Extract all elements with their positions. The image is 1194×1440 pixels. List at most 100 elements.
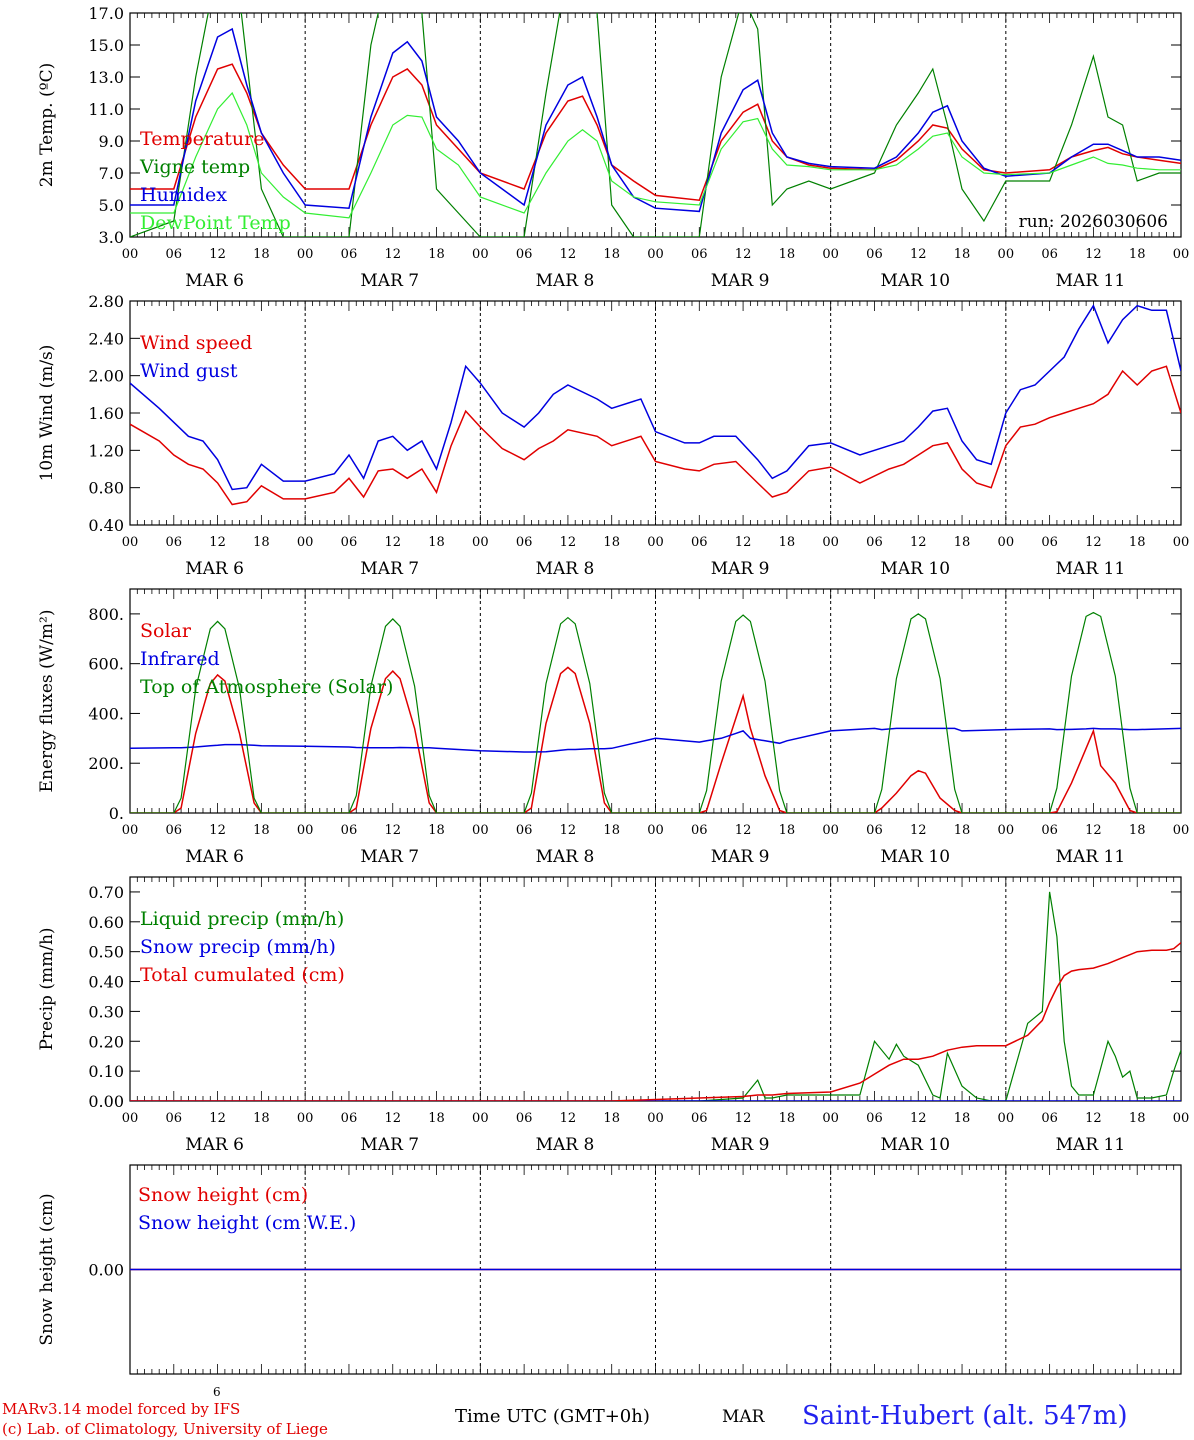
x-tick-label: 00 [998, 1111, 1015, 1126]
x-tick-label: 00 [822, 247, 839, 262]
x-tick-label: 06 [691, 1111, 708, 1126]
day-label: MAR 6 [185, 271, 244, 291]
x-tick-label: 12 [560, 1111, 577, 1126]
day-label: MAR 10 [880, 1135, 950, 1155]
x-tick-label: 12 [735, 247, 752, 262]
x-tick-label: 06 [1041, 535, 1058, 550]
x-tick-label: 12 [560, 247, 577, 262]
series-line-2 [130, 727, 1181, 753]
x-tick-label: 00 [647, 823, 664, 838]
day-label: MAR 7 [360, 271, 419, 291]
y-tick-label: 2.80 [88, 292, 124, 311]
x-tick-label: 06 [516, 535, 533, 550]
x-tick-label: 18 [428, 535, 445, 550]
x-tick-label: 00 [998, 247, 1015, 262]
x-tick-label: 18 [253, 1111, 270, 1126]
credit-line-2: (c) Lab. of Climatology, University of L… [2, 1420, 328, 1438]
x-tick-label: 06 [166, 247, 183, 262]
y-tick-label: 0.40 [88, 973, 124, 992]
day-label: MAR 8 [536, 271, 595, 291]
y-tick-label: 200. [88, 754, 124, 773]
x-tick-label: 12 [384, 1111, 401, 1126]
time-axis-label: Time UTC (GMT+0h) [455, 1406, 650, 1427]
legend-entry: Total cumulated (cm) [140, 964, 345, 986]
x-tick-label: 06 [866, 535, 883, 550]
credit-line-1: MARv3.14 model forced by IFS [2, 1400, 241, 1418]
y-tick-label: 11.0 [88, 100, 124, 119]
footer-superscript: 6 [213, 1385, 221, 1399]
x-tick-label: 00 [472, 823, 489, 838]
x-tick-label: 00 [297, 823, 314, 838]
series-line-1 [130, 63, 1181, 202]
x-tick-label: 06 [1041, 247, 1058, 262]
x-tick-label: 12 [1085, 1111, 1102, 1126]
day-label: MAR 11 [1056, 847, 1126, 867]
y-tick-label: 0.80 [88, 479, 124, 498]
plot-frame [129, 12, 1182, 238]
legend-entry: Top of Atmosphere (Solar) [140, 676, 393, 698]
x-tick-label: 12 [209, 535, 226, 550]
y-tick-label: 0.20 [88, 1032, 124, 1051]
x-tick-label: 12 [735, 823, 752, 838]
run-annotation: run: 2026030606 [1019, 212, 1168, 232]
y-tick-label: 0.60 [88, 913, 124, 932]
x-tick-label: 00 [122, 1111, 139, 1126]
day-label: MAR 9 [711, 271, 770, 291]
y-tick-label: 800. [88, 605, 124, 624]
x-tick-label: 00 [647, 535, 664, 550]
x-tick-label: 00 [122, 247, 139, 262]
x-tick-label: 18 [1129, 823, 1146, 838]
y-tick-label: 1.60 [88, 404, 124, 423]
y-axis-label: Snow height (cm) [37, 1193, 57, 1345]
y-tick-label: 1.20 [88, 441, 124, 460]
legend-entry: Humidex [140, 184, 227, 206]
y-tick-label: 5.0 [99, 196, 124, 215]
day-label: MAR 10 [880, 271, 950, 291]
x-tick-label: 06 [1041, 823, 1058, 838]
x-tick-label: 18 [603, 823, 620, 838]
x-tick-label: 00 [122, 823, 139, 838]
x-tick-label: 18 [253, 823, 270, 838]
y-tick-label: 600. [88, 655, 124, 674]
y-axis-label: Energy fluxes (W/m²) [37, 610, 57, 793]
x-tick-label: 12 [560, 535, 577, 550]
time-axis-month: MAR [722, 1407, 765, 1427]
x-tick-label: 06 [341, 247, 358, 262]
x-tick-label: 00 [822, 1111, 839, 1126]
x-tick-label: 12 [209, 247, 226, 262]
y-tick-label: 9.0 [99, 132, 124, 151]
x-tick-label: 12 [384, 535, 401, 550]
x-tick-label: 06 [341, 823, 358, 838]
y-axis-label: Precip (mm/h) [37, 927, 57, 1050]
x-tick-label: 00 [1173, 247, 1190, 262]
x-tick-label: 06 [341, 535, 358, 550]
day-label: MAR 8 [536, 559, 595, 579]
x-tick-label: 06 [516, 247, 533, 262]
x-tick-label: 18 [954, 1111, 971, 1126]
x-tick-label: 06 [691, 823, 708, 838]
x-tick-label: 18 [428, 247, 445, 262]
x-tick-label: 06 [516, 823, 533, 838]
day-label: MAR 6 [185, 1135, 244, 1155]
station-name: Saint-Hubert (alt. 547m) [802, 1401, 1128, 1431]
x-tick-label: 12 [209, 1111, 226, 1126]
x-tick-label: 12 [1085, 823, 1102, 838]
x-tick-label: 12 [1085, 535, 1102, 550]
x-tick-label: 12 [910, 823, 927, 838]
x-tick-label: 12 [1085, 247, 1102, 262]
x-tick-label: 18 [779, 1111, 796, 1126]
y-tick-label: 2.40 [88, 329, 124, 348]
x-tick-label: 18 [1129, 535, 1146, 550]
x-tick-label: 00 [998, 535, 1015, 550]
day-label: MAR 9 [711, 559, 770, 579]
y-tick-label: 0.50 [88, 943, 124, 962]
legend-entry: Infrared [140, 648, 220, 670]
y-axis-label: 10m Wind (m/s) [37, 345, 57, 482]
day-label: MAR 6 [185, 847, 244, 867]
x-tick-label: 00 [297, 1111, 314, 1126]
plot-frame [129, 588, 1182, 814]
y-tick-label: 15.0 [88, 36, 124, 55]
x-tick-label: 00 [472, 247, 489, 262]
day-label: MAR 11 [1056, 271, 1126, 291]
x-tick-label: 06 [516, 1111, 533, 1126]
